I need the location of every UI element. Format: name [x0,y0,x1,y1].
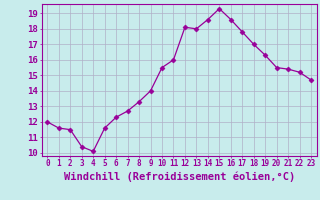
X-axis label: Windchill (Refroidissement éolien,°C): Windchill (Refroidissement éolien,°C) [64,171,295,182]
